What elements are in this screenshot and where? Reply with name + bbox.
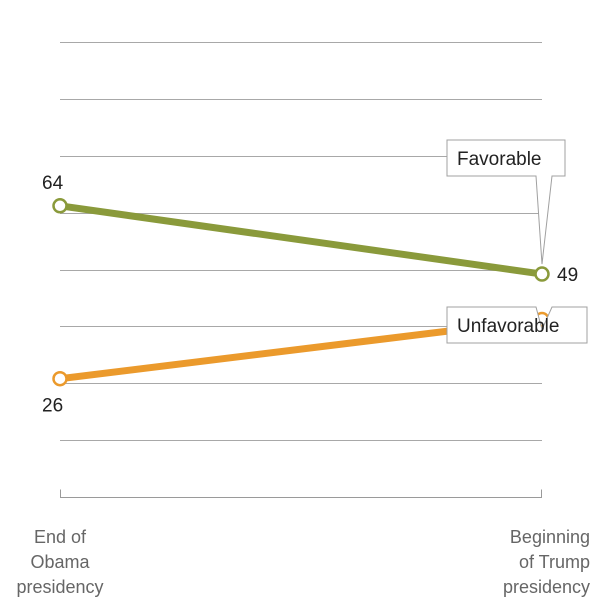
series-layer bbox=[52, 198, 550, 387]
legend-label-unfavorable: Unfavorable bbox=[457, 316, 559, 337]
x-tick-label: End of Obama presidency bbox=[16, 527, 103, 597]
x-tick-label: Beginning of Trump presidency bbox=[503, 527, 590, 597]
x-axis: End of Obama presidency Beginning of Trump pr… bbox=[16, 489, 590, 597]
legend-callout bbox=[446, 139, 566, 265]
data-point bbox=[534, 266, 550, 282]
gridlines bbox=[60, 42, 542, 441]
labels-layer: 6449Favorable2639Unfavorable bbox=[42, 139, 588, 417]
legend-label-favorable: Favorable bbox=[457, 149, 542, 170]
series-line-favorable bbox=[59, 202, 543, 278]
legend-callout bbox=[446, 306, 588, 344]
data-label: 49 bbox=[557, 265, 578, 286]
data-point bbox=[52, 370, 68, 387]
data-label: 64 bbox=[42, 173, 64, 194]
data-label: 26 bbox=[42, 396, 63, 417]
data-point bbox=[52, 198, 68, 214]
